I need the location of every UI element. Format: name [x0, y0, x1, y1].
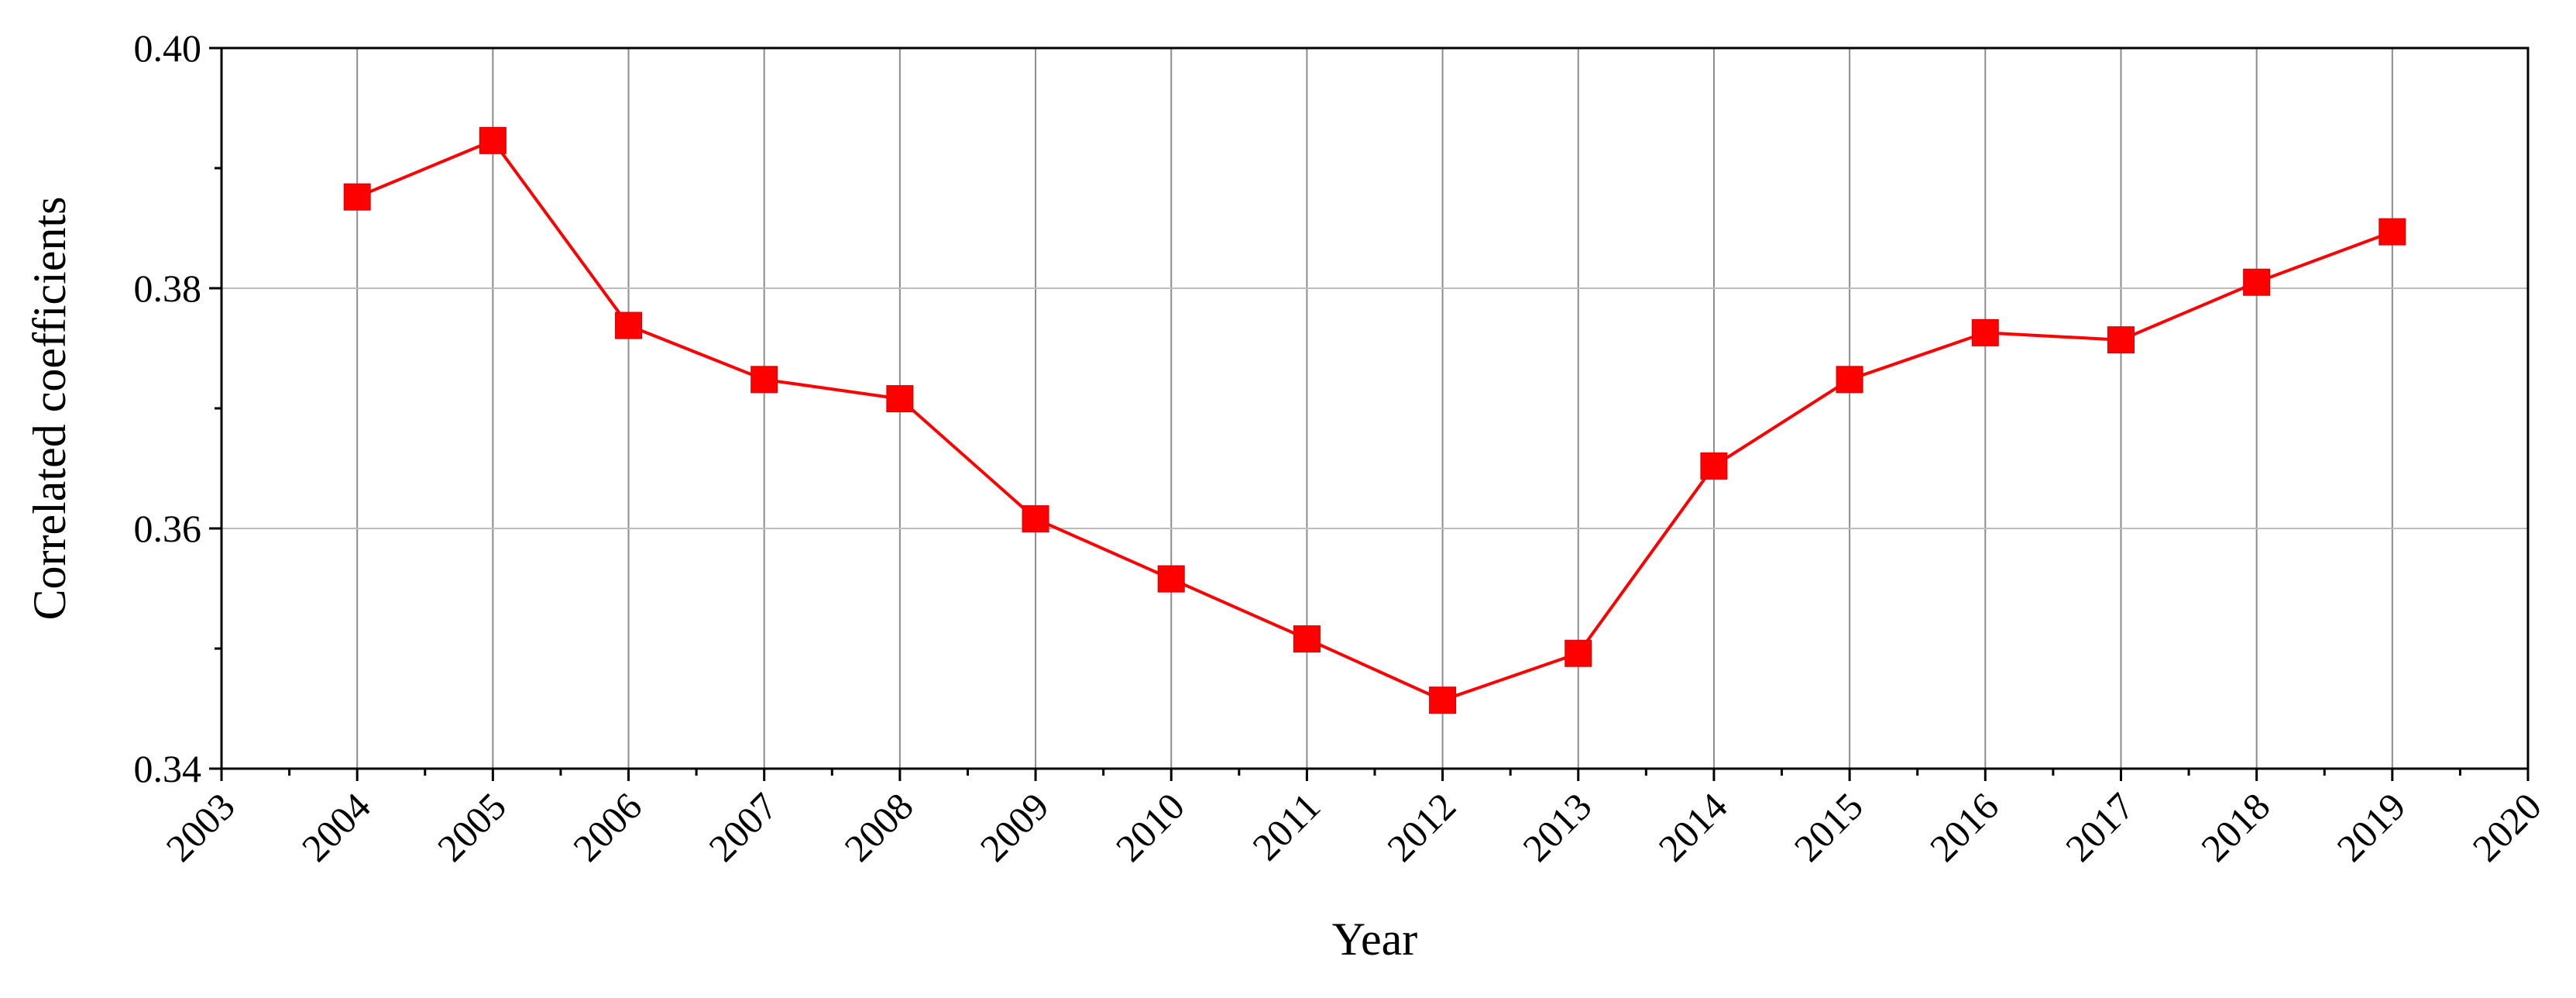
y-tick-label: 0.34: [134, 747, 202, 790]
y-axis-title: Correlated coefficients: [24, 197, 75, 621]
data-point-marker: [2379, 218, 2406, 246]
data-point-marker: [1700, 452, 1728, 480]
y-tick-label: 0.38: [134, 267, 202, 310]
data-point-marker: [1836, 366, 1863, 394]
y-tick-label: 0.36: [134, 507, 202, 550]
data-point-marker: [1564, 639, 1592, 667]
data-point-marker: [1429, 687, 1457, 714]
data-point-marker: [1157, 565, 1185, 593]
series-line: [356, 139, 2393, 702]
data-point-marker: [1971, 318, 1999, 346]
y-tick-label: 0.40: [134, 26, 202, 70]
data-point-marker: [1022, 505, 1049, 533]
data-point-marker: [750, 366, 778, 394]
data-point-marker: [615, 311, 643, 339]
data-point-marker: [2243, 268, 2271, 296]
series-layer: [343, 126, 2406, 714]
data-point-marker: [886, 385, 914, 413]
data-point-marker: [479, 126, 507, 154]
data-point-marker: [1293, 625, 1321, 653]
data-point-marker: [2107, 326, 2135, 354]
data-point-marker: [343, 183, 371, 211]
x-axis-title: Year: [1332, 914, 1418, 965]
